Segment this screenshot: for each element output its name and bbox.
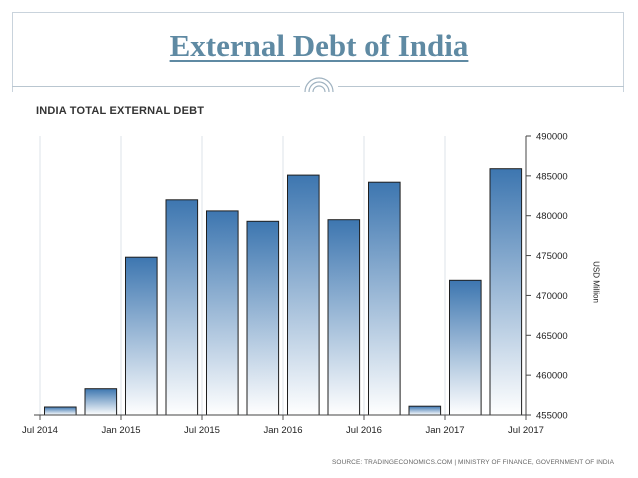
x-tick-label: Jan 2017 <box>425 425 464 436</box>
x-tick-labels: Jul 2014 Jan 2015 Jul 2015 Jan 2016 Jul 2016… <box>22 415 544 436</box>
x-tick-label: Jul 2017 <box>508 425 544 436</box>
y-tick-label: 465000 <box>536 331 568 342</box>
bar-sep-2016 <box>368 181 401 416</box>
x-tick-label: Jul 2016 <box>346 425 382 436</box>
y-axis-label: USD Million <box>591 261 601 303</box>
y-tick-label: 455000 <box>536 411 568 422</box>
arch-ornament-icon <box>304 77 334 92</box>
bar-jun-2016 <box>327 219 361 416</box>
grid-lines <box>39 136 527 415</box>
y-tick-labels: 455000 460000 465000 470000 475000 480000 4850… <box>526 132 568 422</box>
x-tick-label: Jan 2015 <box>101 425 140 436</box>
bar-dec-2016 <box>408 405 442 416</box>
y-tick-label: 470000 <box>536 291 568 302</box>
chart-source: SOURCE: TRADINGECONOMICS.COM | MINISTRY … <box>332 459 615 466</box>
title-divider-left <box>12 86 300 87</box>
x-tick-label: Jul 2015 <box>184 425 220 436</box>
bar-jun-2015 <box>165 199 199 416</box>
y-tick-label: 460000 <box>536 371 568 382</box>
y-tick-label: 475000 <box>536 251 568 262</box>
x-tick-label: Jul 2014 <box>22 425 58 436</box>
bars <box>44 168 523 416</box>
y-tick-label: 485000 <box>536 171 568 182</box>
bar-sep-2014 <box>44 406 77 416</box>
bar-mar-2015 <box>125 256 158 416</box>
x-tick-label: Jan 2016 <box>263 425 302 436</box>
y-tick-label: 480000 <box>536 211 568 222</box>
bar-mar-2017 <box>449 279 482 416</box>
bar-sep-2015 <box>206 210 239 416</box>
chart-title: INDIA TOTAL EXTERNAL DEBT <box>36 105 205 117</box>
bar-dec-2014 <box>84 388 118 416</box>
bar-mar-2016 <box>287 174 320 416</box>
bar-jun-2017 <box>489 168 523 416</box>
axes <box>34 136 527 416</box>
bar-dec-2015 <box>246 220 280 416</box>
slide-title: External Debt of India <box>169 28 469 63</box>
slide-frame <box>12 12 624 92</box>
title-divider-right <box>338 86 624 87</box>
y-tick-label: 490000 <box>536 132 568 143</box>
